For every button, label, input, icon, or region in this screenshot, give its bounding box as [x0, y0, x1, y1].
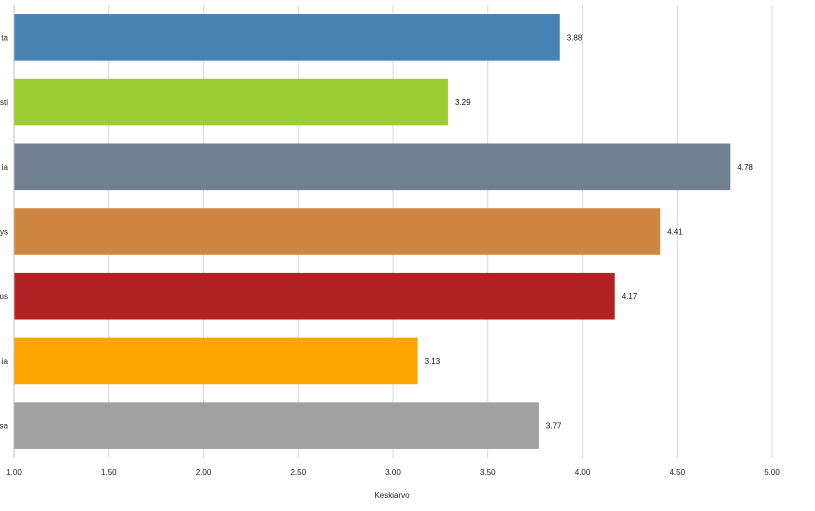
bar: [14, 208, 661, 255]
data-label: 3.29: [455, 98, 471, 107]
bar: [14, 78, 448, 126]
x-tick-label: 3.00: [385, 468, 401, 477]
x-tick-label: 2.50: [290, 468, 306, 477]
bar: [14, 143, 731, 191]
category-label: us: [0, 292, 8, 301]
x-tick-label: 4.50: [669, 468, 685, 477]
bars: 3.88 3.29 4.78 4.41 4.17 3.13 3.77: [14, 14, 753, 449]
category-label: ys: [0, 228, 8, 237]
category-label: ia: [2, 357, 9, 366]
data-label: 4.78: [737, 163, 753, 172]
data-label: 3.88: [567, 33, 583, 42]
data-label: 3.77: [546, 422, 562, 431]
bar: [14, 272, 615, 320]
category-label: sti: [0, 98, 8, 107]
x-tick-label: 3.50: [480, 468, 496, 477]
x-tick-label: 5.00: [764, 468, 780, 477]
data-label: 3.13: [425, 357, 441, 366]
bar: [14, 337, 418, 385]
x-tick-label: 4.00: [575, 468, 591, 477]
x-axis-title: Keskiarvo: [374, 491, 410, 500]
x-tick-label: 1.50: [101, 468, 117, 477]
category-label: ta: [1, 33, 8, 42]
category-label: ia: [2, 163, 9, 172]
x-tick-label: 2.00: [196, 468, 212, 477]
x-tick-label: 1.00: [6, 468, 22, 477]
data-label: 4.41: [667, 228, 683, 237]
bar: [14, 14, 560, 61]
data-label: 4.17: [622, 292, 638, 301]
category-label: sa: [0, 422, 9, 431]
bar: [14, 402, 539, 449]
axes: 1.00 1.50 2.00 2.50 3.00 3.50 4.00 4.50 5.00 ta st…: [0, 5, 780, 477]
